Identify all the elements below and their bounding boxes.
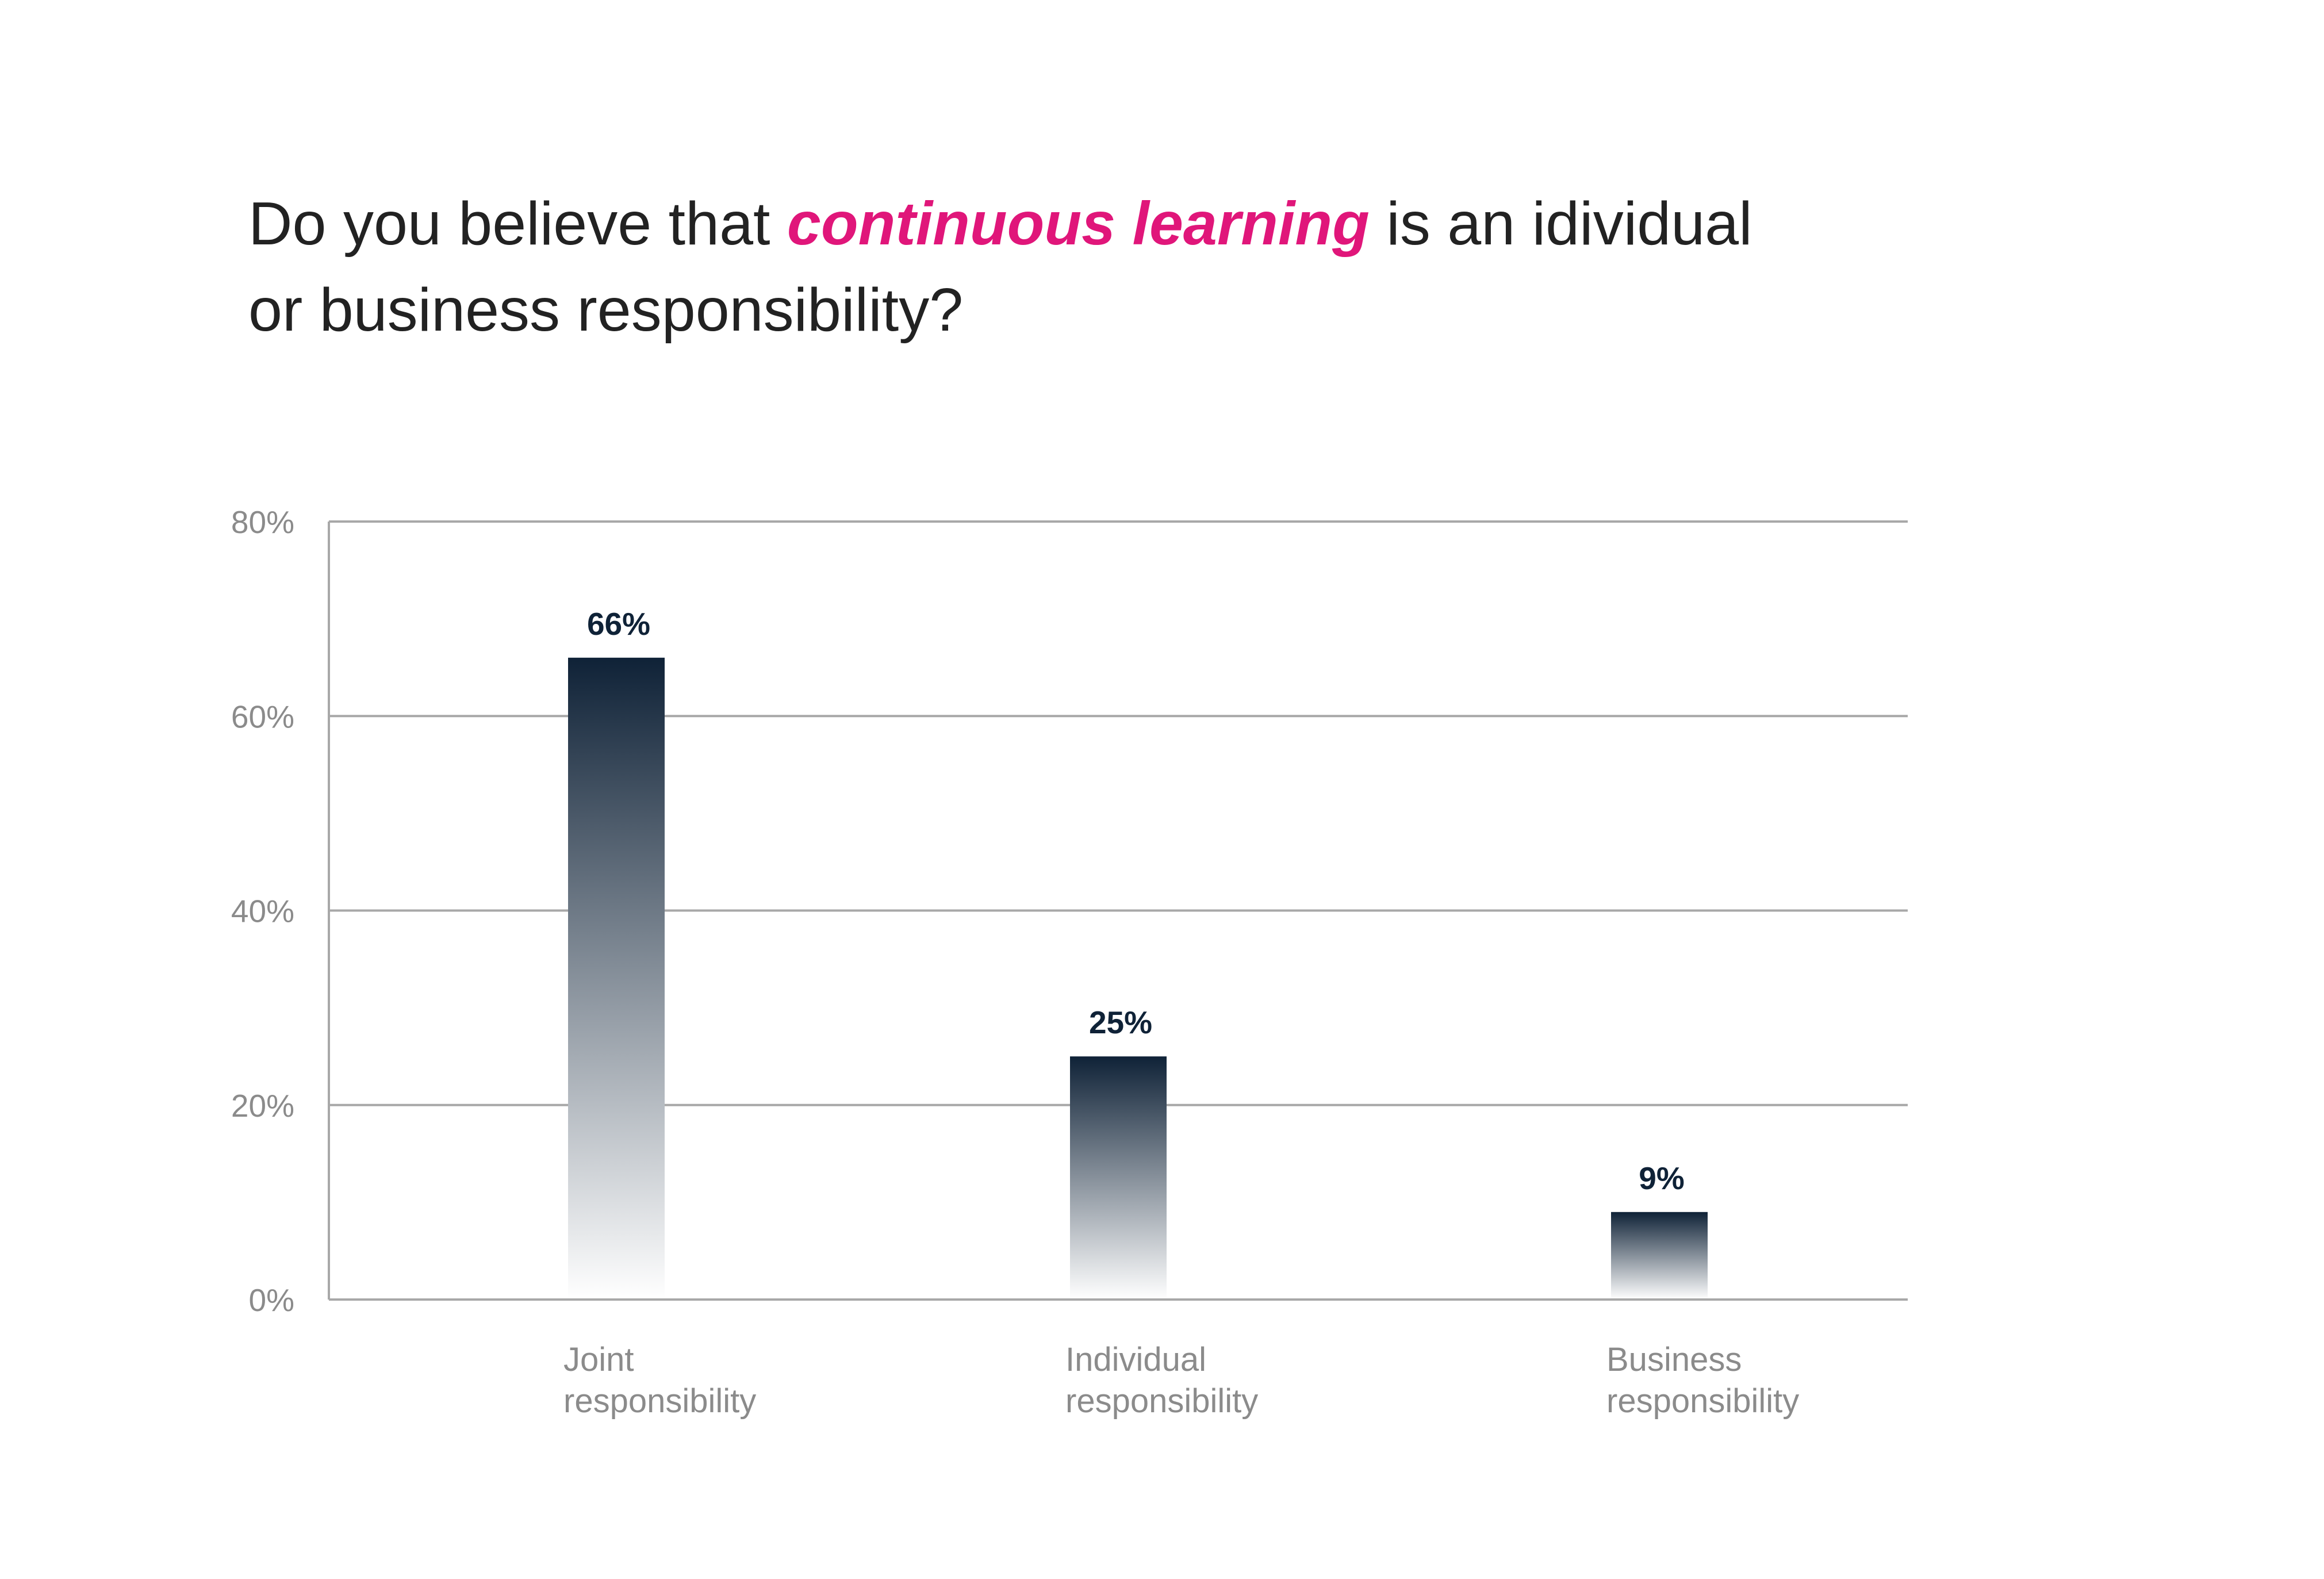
x-category-label: responsibility bbox=[563, 1382, 756, 1420]
x-category-label: Joint bbox=[563, 1341, 634, 1378]
x-axis-category-labels: Joint responsibility Individual responsibil… bbox=[563, 1341, 1799, 1420]
y-tick-label: 20% bbox=[231, 1088, 294, 1124]
y-tick-label: 40% bbox=[231, 894, 294, 929]
bar bbox=[1070, 1056, 1167, 1300]
data-label: 66% bbox=[587, 606, 650, 642]
data-labels: 66% 25% 9% bbox=[587, 606, 1685, 1196]
chart-title-emphasis: continuous learning bbox=[787, 190, 1370, 258]
y-tick-label: 0% bbox=[249, 1282, 295, 1318]
y-tick-label: 80% bbox=[231, 504, 294, 540]
axes bbox=[328, 522, 1908, 1301]
data-label: 9% bbox=[1639, 1160, 1685, 1196]
x-category-label: Individual bbox=[1065, 1341, 1206, 1378]
bar bbox=[568, 657, 665, 1300]
data-label: 25% bbox=[1089, 1005, 1152, 1040]
y-axis-tick-labels: 0% 20% 40% 60% 80% bbox=[231, 504, 294, 1318]
bars bbox=[568, 657, 1708, 1300]
x-category-label: Business bbox=[1606, 1341, 1742, 1378]
chart-title-text-end: is an idividual bbox=[1386, 190, 1752, 258]
y-tick-label: 60% bbox=[231, 699, 294, 734]
chart-title-line-2: or business responsibility? bbox=[248, 276, 963, 344]
chart-title-text: Do you believe that bbox=[248, 190, 787, 258]
bar bbox=[1611, 1212, 1708, 1300]
x-category-label: responsibility bbox=[1065, 1382, 1258, 1420]
x-category-label: responsibility bbox=[1606, 1382, 1799, 1420]
chart-title-line-1: Do you believe that continuous learning … bbox=[248, 190, 1752, 258]
